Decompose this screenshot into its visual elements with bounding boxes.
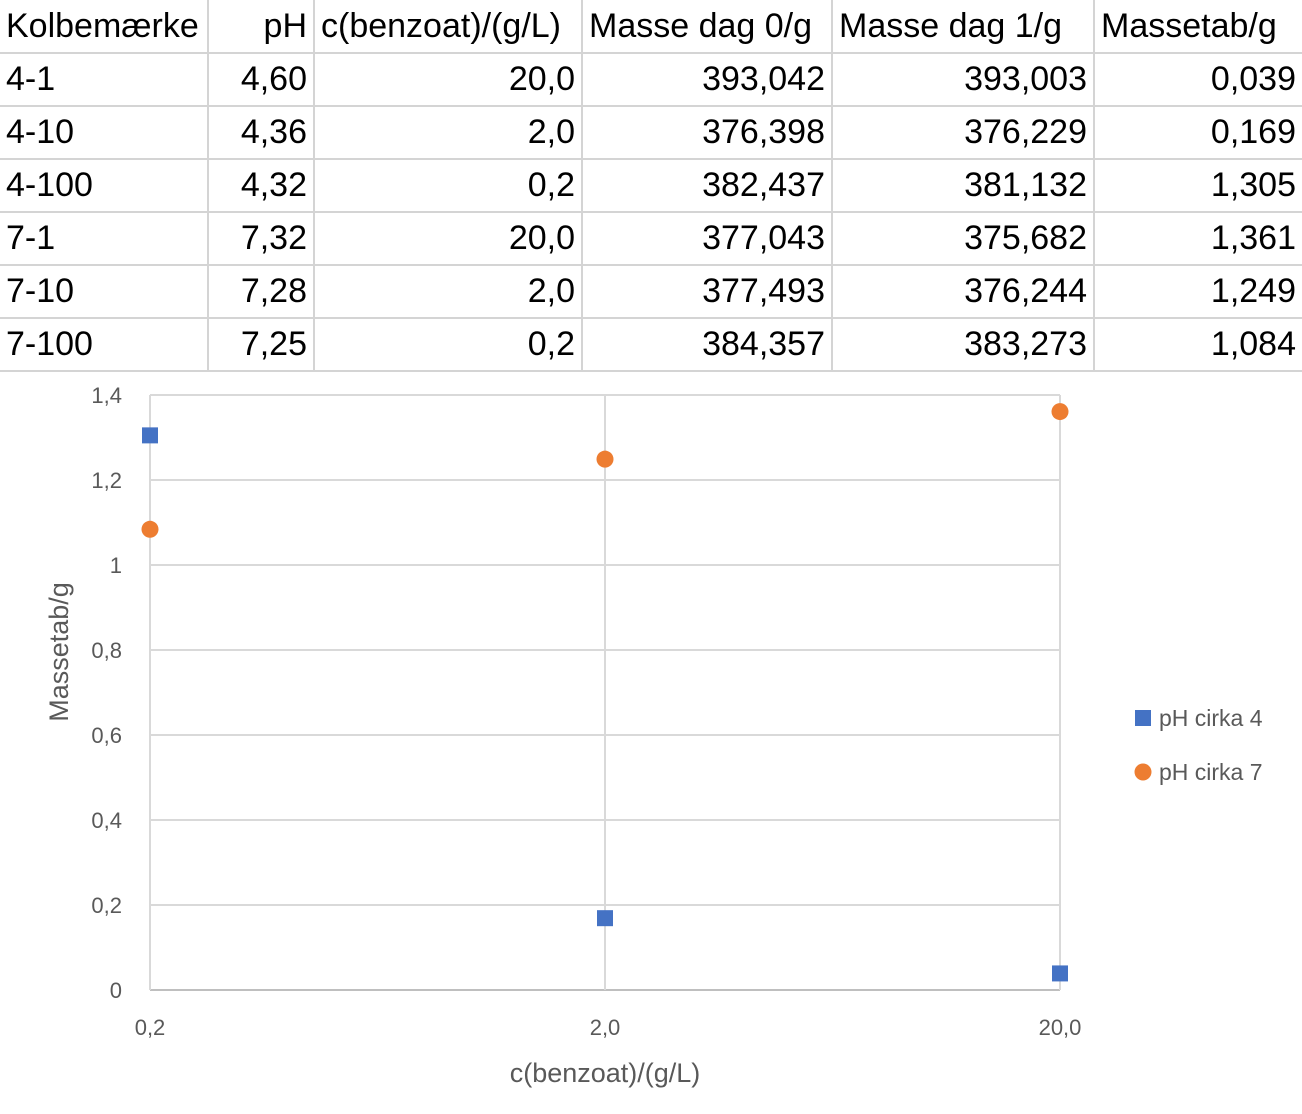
y-tick-label: 0 (110, 978, 122, 1003)
table-cell: 393,042 (582, 53, 833, 107)
legend-marker-square (1135, 710, 1151, 726)
table-cell: 376,244 (832, 265, 1095, 319)
table-cell: 1,249 (1094, 265, 1302, 319)
y-tick-label: 0,8 (91, 638, 122, 663)
y-tick-labels: 0 0,2 0,4 0,6 0,8 1 1,2 1,4 (91, 383, 122, 1003)
y-tick-label: 0,2 (91, 893, 122, 918)
table-cell: 383,273 (832, 318, 1095, 372)
table-row: 7-100 7,25 0,2 384,357 383,273 1,084 (0, 318, 1302, 372)
data-table: Kolbemærke pH c(benzoat)/(g/L) Masse dag 0/… (0, 0, 1302, 372)
table-cell: 377,043 (582, 212, 833, 266)
table-cell: 377,493 (582, 265, 833, 319)
table-cell: 1,305 (1094, 159, 1302, 213)
y-tick-label: 0,4 (91, 808, 122, 833)
table-header-cell: Masse dag 0/g (582, 0, 833, 54)
table-cell: 393,003 (832, 53, 1095, 107)
table-cell: 0,2 (314, 318, 583, 372)
table-cell: 7,32 (208, 212, 315, 266)
table-cell: 0,2 (314, 159, 583, 213)
table-header-cell: Masse dag 1/g (832, 0, 1095, 54)
table-cell: 4-100 (0, 159, 209, 213)
y-tick-label: 1 (110, 553, 122, 578)
table-cell: 20,0 (314, 212, 583, 266)
y-tick-label: 1,4 (91, 383, 122, 408)
point-ph7 (141, 520, 159, 538)
table-cell: 4-10 (0, 106, 209, 160)
y-tick-label: 1,2 (91, 468, 122, 493)
table-cell: 0,039 (1094, 53, 1302, 107)
table-row: 7-10 7,28 2,0 377,493 376,244 1,249 (0, 265, 1302, 319)
legend-marker-circle (1134, 763, 1152, 781)
table-cell: 382,437 (582, 159, 833, 213)
gridlines (149, 394, 1061, 991)
table-header-row: Kolbemærke pH c(benzoat)/(g/L) Masse dag 0/… (0, 0, 1302, 54)
table-cell: 1,084 (1094, 318, 1302, 372)
table-cell: 4,36 (208, 106, 315, 160)
table-cell: 7,28 (208, 265, 315, 319)
point-ph4 (142, 427, 158, 444)
table-header-cell: Massetab/g (1094, 0, 1302, 54)
table-cell: 381,132 (832, 159, 1095, 213)
legend: pH cirka 4 pH cirka 7 (1134, 705, 1263, 785)
table-row: 4-10 4,36 2,0 376,398 376,229 0,169 (0, 106, 1302, 160)
table-cell: 7-100 (0, 318, 209, 372)
x-tick-label: 0,2 (135, 1015, 166, 1040)
table-cell: 384,357 (582, 318, 833, 372)
point-ph7 (1051, 403, 1069, 421)
table-cell: 4,32 (208, 159, 315, 213)
table-cell: 375,682 (832, 212, 1095, 266)
point-ph4 (597, 910, 613, 927)
legend-label: pH cirka 7 (1159, 759, 1263, 785)
table-cell: 0,169 (1094, 106, 1302, 160)
table-cell: 2,0 (314, 106, 583, 160)
table-cell: 1,361 (1094, 212, 1302, 266)
table-row: 7-1 7,32 20,0 377,043 375,682 1,361 (0, 212, 1302, 266)
table-row: 4-100 4,32 0,2 382,437 381,132 1,305 (0, 159, 1302, 213)
point-ph7 (596, 450, 614, 468)
x-axis-title: c(benzoat)/(g/L) (510, 1058, 701, 1088)
table-cell: 376,229 (832, 106, 1095, 160)
table-cell: 376,398 (582, 106, 833, 160)
x-tick-label: 2,0 (590, 1015, 621, 1040)
y-tick-label: 0,6 (91, 723, 122, 748)
table-cell: 20,0 (314, 53, 583, 107)
table-cell: 7,25 (208, 318, 315, 372)
scatter-chart: 0 0,2 0,4 0,6 0,8 1 1,2 1,4 0,2 2,0 20,0 c(benzoa… (44, 383, 1263, 1088)
table-header-cell: pH (208, 0, 315, 54)
data-points (141, 403, 1069, 982)
table-cell: 2,0 (314, 265, 583, 319)
table-cell: 7-1 (0, 212, 209, 266)
table-cell: 4-1 (0, 53, 209, 107)
table-header-cell: Kolbemærke (0, 0, 209, 54)
point-ph4 (1052, 965, 1068, 982)
table-cell: 7-10 (0, 265, 209, 319)
y-axis-title: Massetab/g (44, 582, 74, 722)
table-cell: 4,60 (208, 53, 315, 107)
table-header-cell: c(benzoat)/(g/L) (314, 0, 583, 54)
legend-label: pH cirka 4 (1159, 705, 1263, 731)
x-tick-label: 20,0 (1039, 1015, 1082, 1040)
table-row: 4-1 4,60 20,0 393,042 393,003 0,039 (0, 53, 1302, 107)
x-tick-labels: 0,2 2,0 20,0 (135, 1015, 1082, 1040)
